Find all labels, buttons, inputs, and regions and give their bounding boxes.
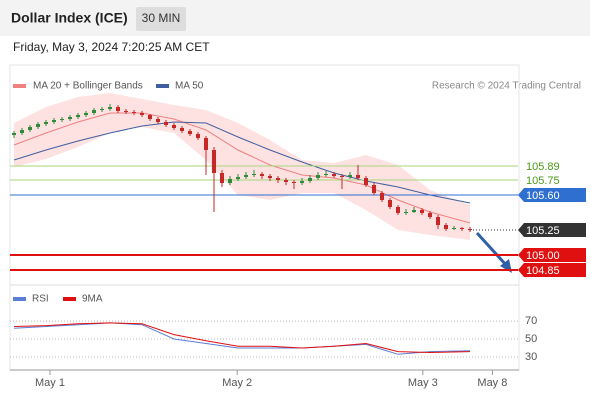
level-label: 105.75 — [526, 175, 560, 187]
candle-body — [468, 229, 472, 230]
candle-body — [412, 210, 416, 212]
candle-body — [380, 193, 384, 200]
candle-body — [76, 115, 80, 117]
level-box — [518, 248, 586, 262]
candle-body — [156, 119, 160, 122]
candle-body — [252, 174, 256, 175]
candle-body — [44, 122, 48, 124]
title: Dollar Index (ICE) — [11, 10, 128, 26]
y-tick-label: 70 — [525, 315, 537, 327]
candle-body — [284, 180, 288, 182]
candle-body — [236, 177, 240, 179]
y-tick-label: 50 — [525, 333, 537, 345]
candle-body — [340, 176, 344, 177]
x-tick-label: May 3 — [408, 377, 438, 389]
candle-body — [84, 113, 88, 115]
interval[interactable]: 30 MIN — [142, 11, 181, 25]
candle-body — [404, 212, 408, 213]
candle-body — [12, 133, 16, 135]
candle-body — [308, 178, 312, 181]
candle-body — [356, 175, 360, 178]
level-label: 105.00 — [526, 250, 560, 262]
y-tick-label: 30 — [525, 351, 537, 363]
candle-body — [244, 175, 248, 177]
legend-label: RSI — [32, 294, 49, 305]
level-box — [518, 263, 586, 277]
candle-body — [436, 217, 440, 225]
candle-body — [180, 128, 184, 131]
legend-swatch — [63, 297, 76, 301]
candle-body — [188, 131, 192, 134]
candle-body — [140, 113, 144, 115]
legend-label: MA 20 + Bollinger Bands — [33, 81, 143, 92]
candle-body — [460, 228, 464, 229]
credit: Research © 2024 Trading Central — [432, 81, 581, 92]
candle-body — [36, 124, 40, 127]
x-tick-label: May 8 — [477, 377, 507, 389]
level-label: 104.85 — [526, 265, 560, 277]
indicator-line — [13, 322, 471, 354]
candle-body — [124, 111, 128, 112]
candle-body — [212, 150, 216, 173]
candle-body — [172, 125, 176, 128]
candle-body — [316, 175, 320, 178]
ma50-line — [13, 121, 471, 204]
legend-swatch — [13, 297, 26, 301]
candle-body — [108, 107, 112, 109]
candle-body — [60, 119, 64, 120]
candle-body — [364, 178, 368, 185]
candle-body — [100, 109, 104, 110]
candle-body — [388, 200, 392, 207]
candle-body — [68, 117, 72, 119]
candle-body — [52, 120, 56, 122]
candle-body — [324, 174, 328, 175]
level-label: 105.89 — [526, 161, 560, 173]
candle-body — [228, 179, 232, 183]
legend-label: 9MA — [82, 294, 103, 305]
candle-body — [148, 115, 152, 119]
datetime: Friday, May 3, 2024 7:20:25 AM CET — [13, 40, 210, 54]
candle-body — [196, 134, 200, 138]
indicator-line — [13, 322, 471, 355]
candle-body — [164, 122, 168, 125]
legend-swatch — [13, 84, 26, 88]
legend-swatch — [156, 84, 169, 88]
candle-body — [220, 173, 224, 183]
level-box — [518, 188, 586, 202]
candle-body — [332, 174, 336, 176]
candle-body — [132, 112, 136, 113]
level-label: 105.60 — [526, 190, 560, 202]
candle-body — [20, 130, 24, 133]
candle-body — [420, 210, 424, 213]
candle-body — [116, 107, 120, 111]
candle-body — [292, 182, 296, 183]
candle-body — [260, 174, 264, 176]
candle-body — [348, 175, 352, 177]
candle-body — [276, 178, 280, 180]
level-box — [518, 223, 586, 237]
x-tick-label: May 1 — [35, 377, 65, 389]
candle-body — [444, 225, 448, 229]
candle-body — [452, 228, 456, 229]
interval-badge[interactable] — [136, 7, 186, 31]
candle-body — [300, 181, 304, 183]
candle-body — [92, 110, 96, 113]
candle-body — [428, 213, 432, 217]
forecast-arrow — [475, 231, 509, 268]
candle-body — [28, 127, 32, 130]
legend-label: MA 50 — [175, 81, 204, 92]
candle-body — [396, 207, 400, 213]
header-band — [0, 0, 590, 36]
candle-body — [268, 176, 272, 178]
candle-body — [372, 185, 376, 193]
candle-body — [204, 138, 208, 150]
level-label: 105.25 — [526, 225, 560, 237]
x-tick-label: May 2 — [222, 377, 252, 389]
